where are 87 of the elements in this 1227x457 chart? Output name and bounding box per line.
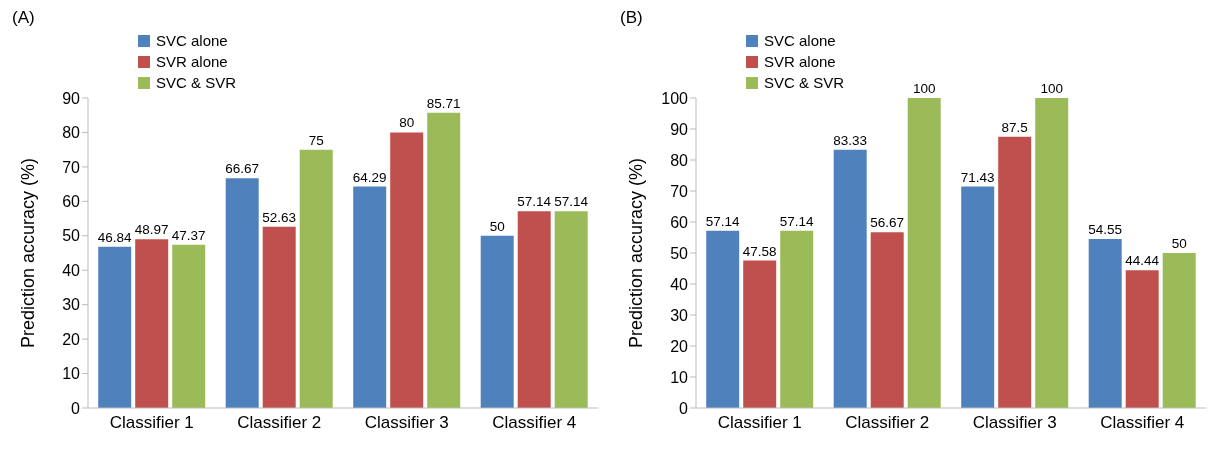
bar	[554, 211, 588, 408]
legend-label: SVC alone	[156, 32, 228, 49]
data-label: 47.37	[171, 227, 206, 243]
y-tick-label: 0	[71, 399, 81, 417]
bar	[833, 149, 867, 408]
bar	[390, 132, 424, 408]
y-tick-label: 80	[62, 124, 81, 142]
data-label: 87.5	[1001, 119, 1028, 135]
data-label: 75	[308, 132, 324, 148]
y-tick-label: 50	[62, 227, 81, 245]
bar	[427, 112, 461, 408]
data-label: 57.14	[779, 213, 815, 229]
bar	[706, 230, 740, 408]
bar	[1035, 98, 1069, 408]
bar	[961, 186, 995, 408]
legend-label: SVC & SVR	[764, 74, 845, 91]
bar	[353, 186, 387, 408]
bar	[299, 149, 333, 408]
data-label: 46.84	[97, 229, 133, 245]
data-label: 100	[1040, 81, 1063, 96]
y-tick-label: 40	[670, 275, 689, 293]
y-tick-label: 50	[670, 244, 689, 262]
x-tick-label: Classifier 3	[364, 413, 449, 433]
y-tick-label: 100	[661, 89, 689, 107]
y-tick-label: 30	[62, 296, 81, 314]
bar	[998, 136, 1032, 408]
data-label: 54.55	[1088, 221, 1123, 237]
data-label: 48.97	[134, 222, 169, 238]
bar	[1162, 253, 1196, 408]
legend-label: SVR alone	[156, 53, 228, 70]
data-label: 44.44	[1125, 253, 1160, 269]
x-tick-label: Classifier 4	[1100, 413, 1185, 433]
data-label: 85.71	[426, 95, 461, 111]
y-tick-label: 0	[679, 399, 689, 417]
bar	[517, 211, 551, 408]
y-tick-label: 20	[670, 337, 689, 355]
y-tick-label: 60	[670, 213, 689, 231]
data-label: 50	[1171, 236, 1187, 251]
x-tick-label: Classifier 1	[109, 413, 194, 433]
y-tick-label: 80	[670, 151, 689, 169]
y-tick-label: 90	[62, 89, 81, 107]
bar	[780, 230, 814, 408]
bar	[225, 178, 259, 408]
data-label: 64.29	[352, 169, 387, 185]
chart-title: (B)	[620, 8, 643, 28]
y-axis-title: Prediction accuracy (%)	[18, 157, 39, 349]
data-label: 83.33	[833, 132, 868, 148]
y-tick-label: 70	[670, 182, 689, 200]
data-label: 66.67	[225, 161, 260, 177]
bar	[870, 232, 904, 408]
x-tick-label: Classifier 3	[972, 413, 1057, 433]
legend-label: SVR alone	[764, 53, 836, 70]
data-label: 50	[489, 218, 505, 234]
legend-label: SVC & SVR	[156, 74, 237, 91]
legend-label: SVC alone	[764, 32, 836, 49]
chart-title: (A)	[12, 8, 35, 28]
data-label: 57.14	[517, 194, 552, 210]
x-tick-label: Classifier 1	[717, 413, 802, 433]
y-tick-label: 10	[670, 368, 689, 386]
y-tick-label: 70	[62, 158, 81, 176]
y-tick-label: 90	[670, 120, 689, 138]
x-tick-label: Classifier 2	[845, 413, 930, 433]
y-tick-label: 30	[670, 306, 689, 324]
bar	[98, 246, 132, 408]
bar	[1088, 238, 1122, 408]
y-tick-label: 40	[62, 261, 81, 279]
data-label: 52.63	[262, 209, 297, 225]
bar	[907, 98, 941, 408]
y-tick-label: 10	[62, 365, 81, 383]
y-tick-label: 20	[62, 330, 81, 348]
data-label: 71.43	[960, 169, 995, 185]
y-axis-title: Prediction accuracy (%)	[626, 157, 647, 349]
bar	[135, 239, 169, 408]
bar	[172, 244, 206, 408]
data-label: 57.14	[554, 194, 589, 210]
data-label: 80	[399, 115, 415, 131]
bar	[480, 235, 514, 408]
data-label: 57.14	[705, 213, 741, 229]
x-tick-label: Classifier 4	[492, 413, 577, 433]
bar	[743, 260, 777, 408]
data-label: 47.58	[742, 243, 777, 259]
data-label: 100	[912, 81, 936, 96]
y-tick-label: 60	[62, 193, 81, 211]
data-label: 56.67	[870, 215, 905, 231]
bar	[1125, 270, 1159, 408]
x-tick-label: Classifier 2	[237, 413, 322, 433]
bar	[262, 226, 296, 408]
